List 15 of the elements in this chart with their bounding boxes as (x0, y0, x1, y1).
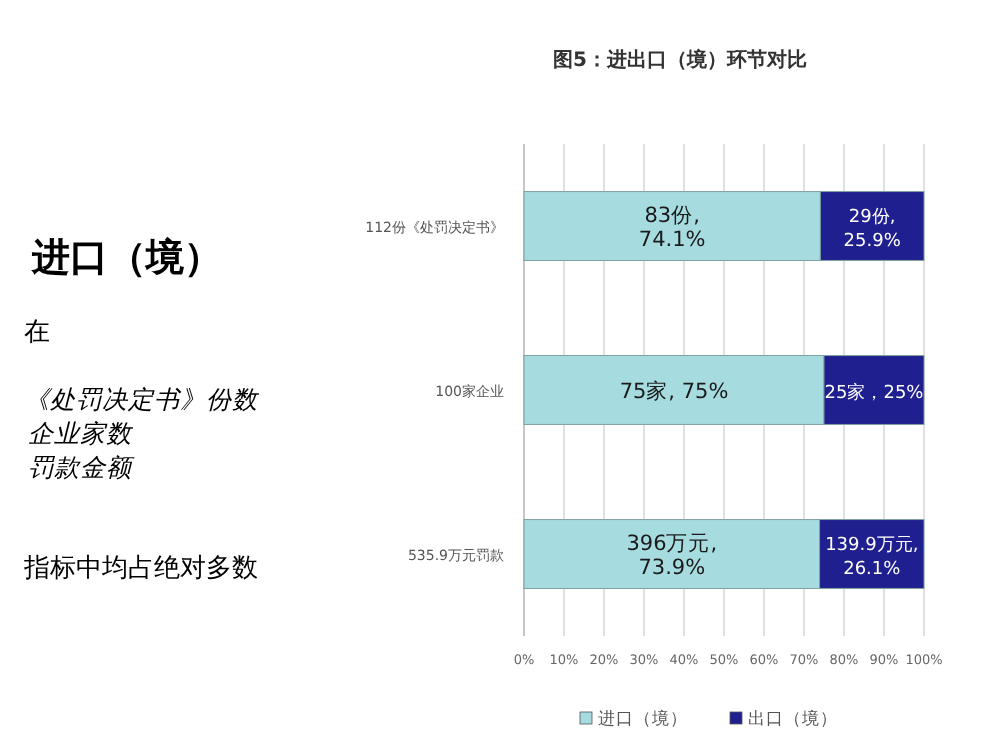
chart-title: 图5：进出口（境）环节对比 (553, 48, 807, 72)
data-label: 139.9万元, 26.1% (825, 534, 919, 580)
data-label: 29份, 25.9% (843, 206, 902, 252)
text: 企业家数 (28, 418, 134, 448)
legend-label: 出口（境） (748, 708, 838, 730)
data-label: 25家，25% (824, 382, 925, 404)
text: 在 (24, 318, 50, 348)
text: 《处罚决定书》份数 (24, 384, 260, 414)
data-label: 83份, 74.1% (638, 204, 706, 252)
data-label: 75家, 75% (619, 378, 729, 404)
text: 罚款金额 (28, 452, 136, 482)
data-label: 396万元, 73.9% (626, 532, 718, 580)
text: 进口（境） (30, 236, 222, 280)
text: 指标中均占绝对多数 (22, 554, 258, 584)
legend-label: 进口（境） (598, 708, 688, 730)
